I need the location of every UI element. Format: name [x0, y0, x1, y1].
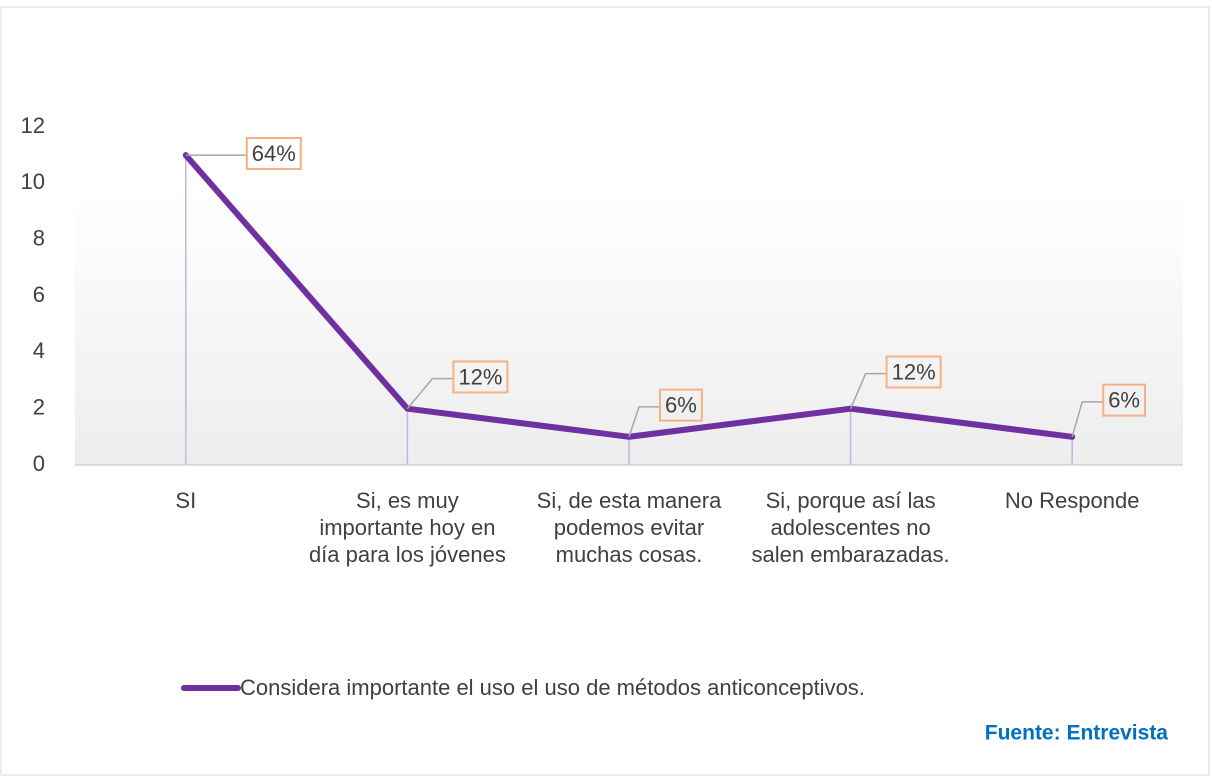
leader-line — [406, 377, 453, 410]
data-label-box — [659, 388, 703, 422]
plot-background — [75, 190, 1183, 465]
data-label-box — [1102, 383, 1146, 417]
leader-line — [628, 406, 659, 438]
data-label: 64% — [252, 141, 296, 166]
data-label-box — [452, 360, 509, 394]
legend-label: Considera importante el uso el uso de mé… — [240, 675, 865, 700]
x-tick-label: Si, porque así las adolescentes no salen… — [751, 488, 950, 567]
leader-line — [1071, 401, 1103, 438]
data-label: 6% — [665, 393, 697, 418]
source: Fuente: Entrevista — [985, 722, 1169, 745]
x-tick-label: No Responde — [1004, 488, 1140, 513]
y-tick-label: 12 — [21, 113, 45, 138]
leader-line — [849, 372, 886, 409]
x-tick-label: Si, es muy importante hoy en día para lo… — [308, 488, 506, 567]
data-label-box — [885, 355, 942, 389]
y-tick-label: 10 — [21, 169, 45, 194]
chart-border — [0, 6, 1210, 776]
y-tick-label: 2 — [33, 394, 45, 419]
data-label: 12% — [892, 359, 936, 384]
data-label-box — [245, 136, 302, 170]
y-tick-label: 4 — [33, 338, 45, 363]
y-tick-label: 6 — [33, 282, 45, 307]
data-label: 12% — [458, 364, 502, 389]
x-tick-label: SI — [175, 488, 197, 513]
y-tick-label: 8 — [33, 225, 45, 250]
y-tick-label: 0 — [33, 451, 45, 476]
data-label: 6% — [1108, 388, 1140, 413]
x-tick-label: Si, de esta manera podemos evitar muchas… — [536, 488, 722, 567]
